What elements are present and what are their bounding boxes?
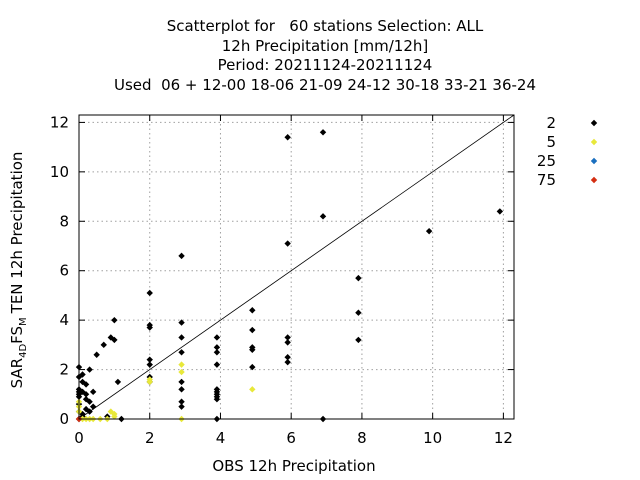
data-points: [75, 129, 504, 423]
y-label-base: SAR: [8, 358, 26, 388]
data-point-series-2: [178, 378, 185, 386]
x-tick-label: 8: [357, 429, 367, 447]
data-point-series-2: [284, 134, 291, 141]
data-point-series-2: [284, 240, 291, 247]
data-point-series-2: [284, 358, 291, 366]
title-line-4: Used 06 + 12-00 18-06 21-09 24-12 30-18 …: [114, 75, 536, 94]
data-point-series-5: [249, 386, 256, 393]
data-point-series-2: [284, 334, 291, 341]
data-point-series-5: [178, 368, 185, 376]
y-axis-label: SAR4DFSM TEN 12h Precipitation: [8, 152, 29, 389]
data-point-series-2: [93, 351, 100, 358]
data-point-series-2: [355, 336, 362, 344]
y-label-mid: FS: [8, 326, 26, 344]
title-line-2: 12h Precipitation [mm/12h]: [221, 36, 429, 55]
data-point-series-5: [178, 361, 185, 368]
data-point-series-2: [178, 319, 185, 326]
data-point-series-2: [111, 316, 118, 324]
title-line-3: Period: 20211124-20211124: [217, 56, 433, 75]
x-axis-label: OBS 12h Precipitation: [212, 457, 375, 475]
y-label-sub2: M: [18, 317, 29, 326]
data-point-series-2: [213, 386, 221, 393]
legend-label-25: 25: [537, 152, 556, 170]
diagonal-reference-line: [78, 114, 515, 420]
data-point-series-2: [178, 349, 185, 356]
data-point-series-2: [425, 227, 433, 235]
data-point-series-2: [178, 252, 185, 260]
data-point-series-2: [82, 391, 90, 398]
data-point-series-2: [213, 334, 221, 341]
data-point-series-2: [178, 334, 185, 341]
x-tick-label: 10: [423, 429, 442, 447]
data-point-series-5: [111, 413, 118, 420]
data-point-series-2: [249, 326, 256, 334]
legend-label-5: 5: [546, 133, 556, 151]
data-point-series-2: [284, 354, 291, 361]
data-point-series-2: [249, 363, 256, 371]
data-point-series-2: [213, 361, 221, 368]
data-point-series-2: [89, 403, 97, 410]
x-tick-labels: 0 2 4 6 8 10 12: [74, 429, 513, 447]
data-point-series-2: [86, 398, 93, 405]
legend-marker-25: [590, 157, 598, 165]
data-point-series-2: [86, 408, 93, 415]
y-label-sub1: 4D: [18, 344, 29, 358]
data-point-series-2: [79, 371, 86, 378]
data-point-series-2: [284, 339, 291, 346]
data-point-series-2: [355, 309, 362, 316]
y-tick-label: 12: [50, 113, 69, 131]
data-point-series-2: [146, 289, 153, 297]
data-point-series-2: [178, 403, 185, 410]
data-point-series-2: [82, 381, 90, 388]
data-point-series-2: [79, 378, 86, 386]
tick-marks: [78, 115, 514, 420]
legend-label-2: 2: [546, 114, 556, 132]
data-point-series-2: [249, 307, 256, 314]
plot-frame: [78, 114, 515, 420]
y-tick-label: 8: [59, 212, 69, 230]
y-label-end: TEN 12h Precipitation: [8, 152, 26, 315]
data-point-series-2: [178, 386, 185, 393]
x-tick-label: 0: [74, 429, 84, 447]
data-point-series-2: [146, 361, 153, 368]
data-point-series-2: [146, 321, 153, 329]
y-tick-label: 4: [59, 311, 69, 329]
data-point-series-2: [89, 388, 97, 396]
data-point-series-2: [496, 208, 504, 215]
legend-label-75: 75: [537, 171, 556, 189]
y-tick-label: 10: [50, 163, 69, 181]
data-point-series-5: [146, 376, 153, 383]
grid-lines: [79, 115, 514, 419]
y-tick-labels: 0 2 4 6 8 10 12: [50, 113, 69, 428]
data-point-series-2: [319, 129, 327, 136]
legend-marker-2: [590, 119, 598, 127]
x-tick-label: 2: [145, 429, 155, 447]
x-tick-label: 12: [494, 429, 513, 447]
data-point-series-2: [249, 344, 256, 351]
data-point-series-2: [146, 356, 153, 363]
x-tick-label: 4: [216, 429, 226, 447]
y-tick-label: 0: [59, 410, 69, 428]
title-line-1: Scatterplot for 60 stations Selection: A…: [166, 17, 484, 35]
data-point-series-2: [86, 366, 93, 373]
legend-marker-5: [590, 138, 598, 146]
data-point-series-2: [355, 274, 362, 282]
data-point-series-2: [114, 378, 122, 386]
data-point-series-2: [178, 398, 185, 405]
chart-title: Scatterplot for 60 stations Selection: A…: [0, 17, 640, 95]
data-point-series-2: [213, 344, 221, 351]
x-tick-label: 6: [286, 429, 296, 447]
y-tick-label: 6: [59, 262, 69, 280]
data-point-series-2: [319, 213, 327, 220]
data-point-series-2: [213, 349, 221, 356]
legend-marker-75: [590, 176, 598, 184]
data-point-series-2: [100, 341, 107, 349]
y-tick-label: 2: [59, 361, 69, 379]
data-point-series-2: [111, 336, 118, 344]
